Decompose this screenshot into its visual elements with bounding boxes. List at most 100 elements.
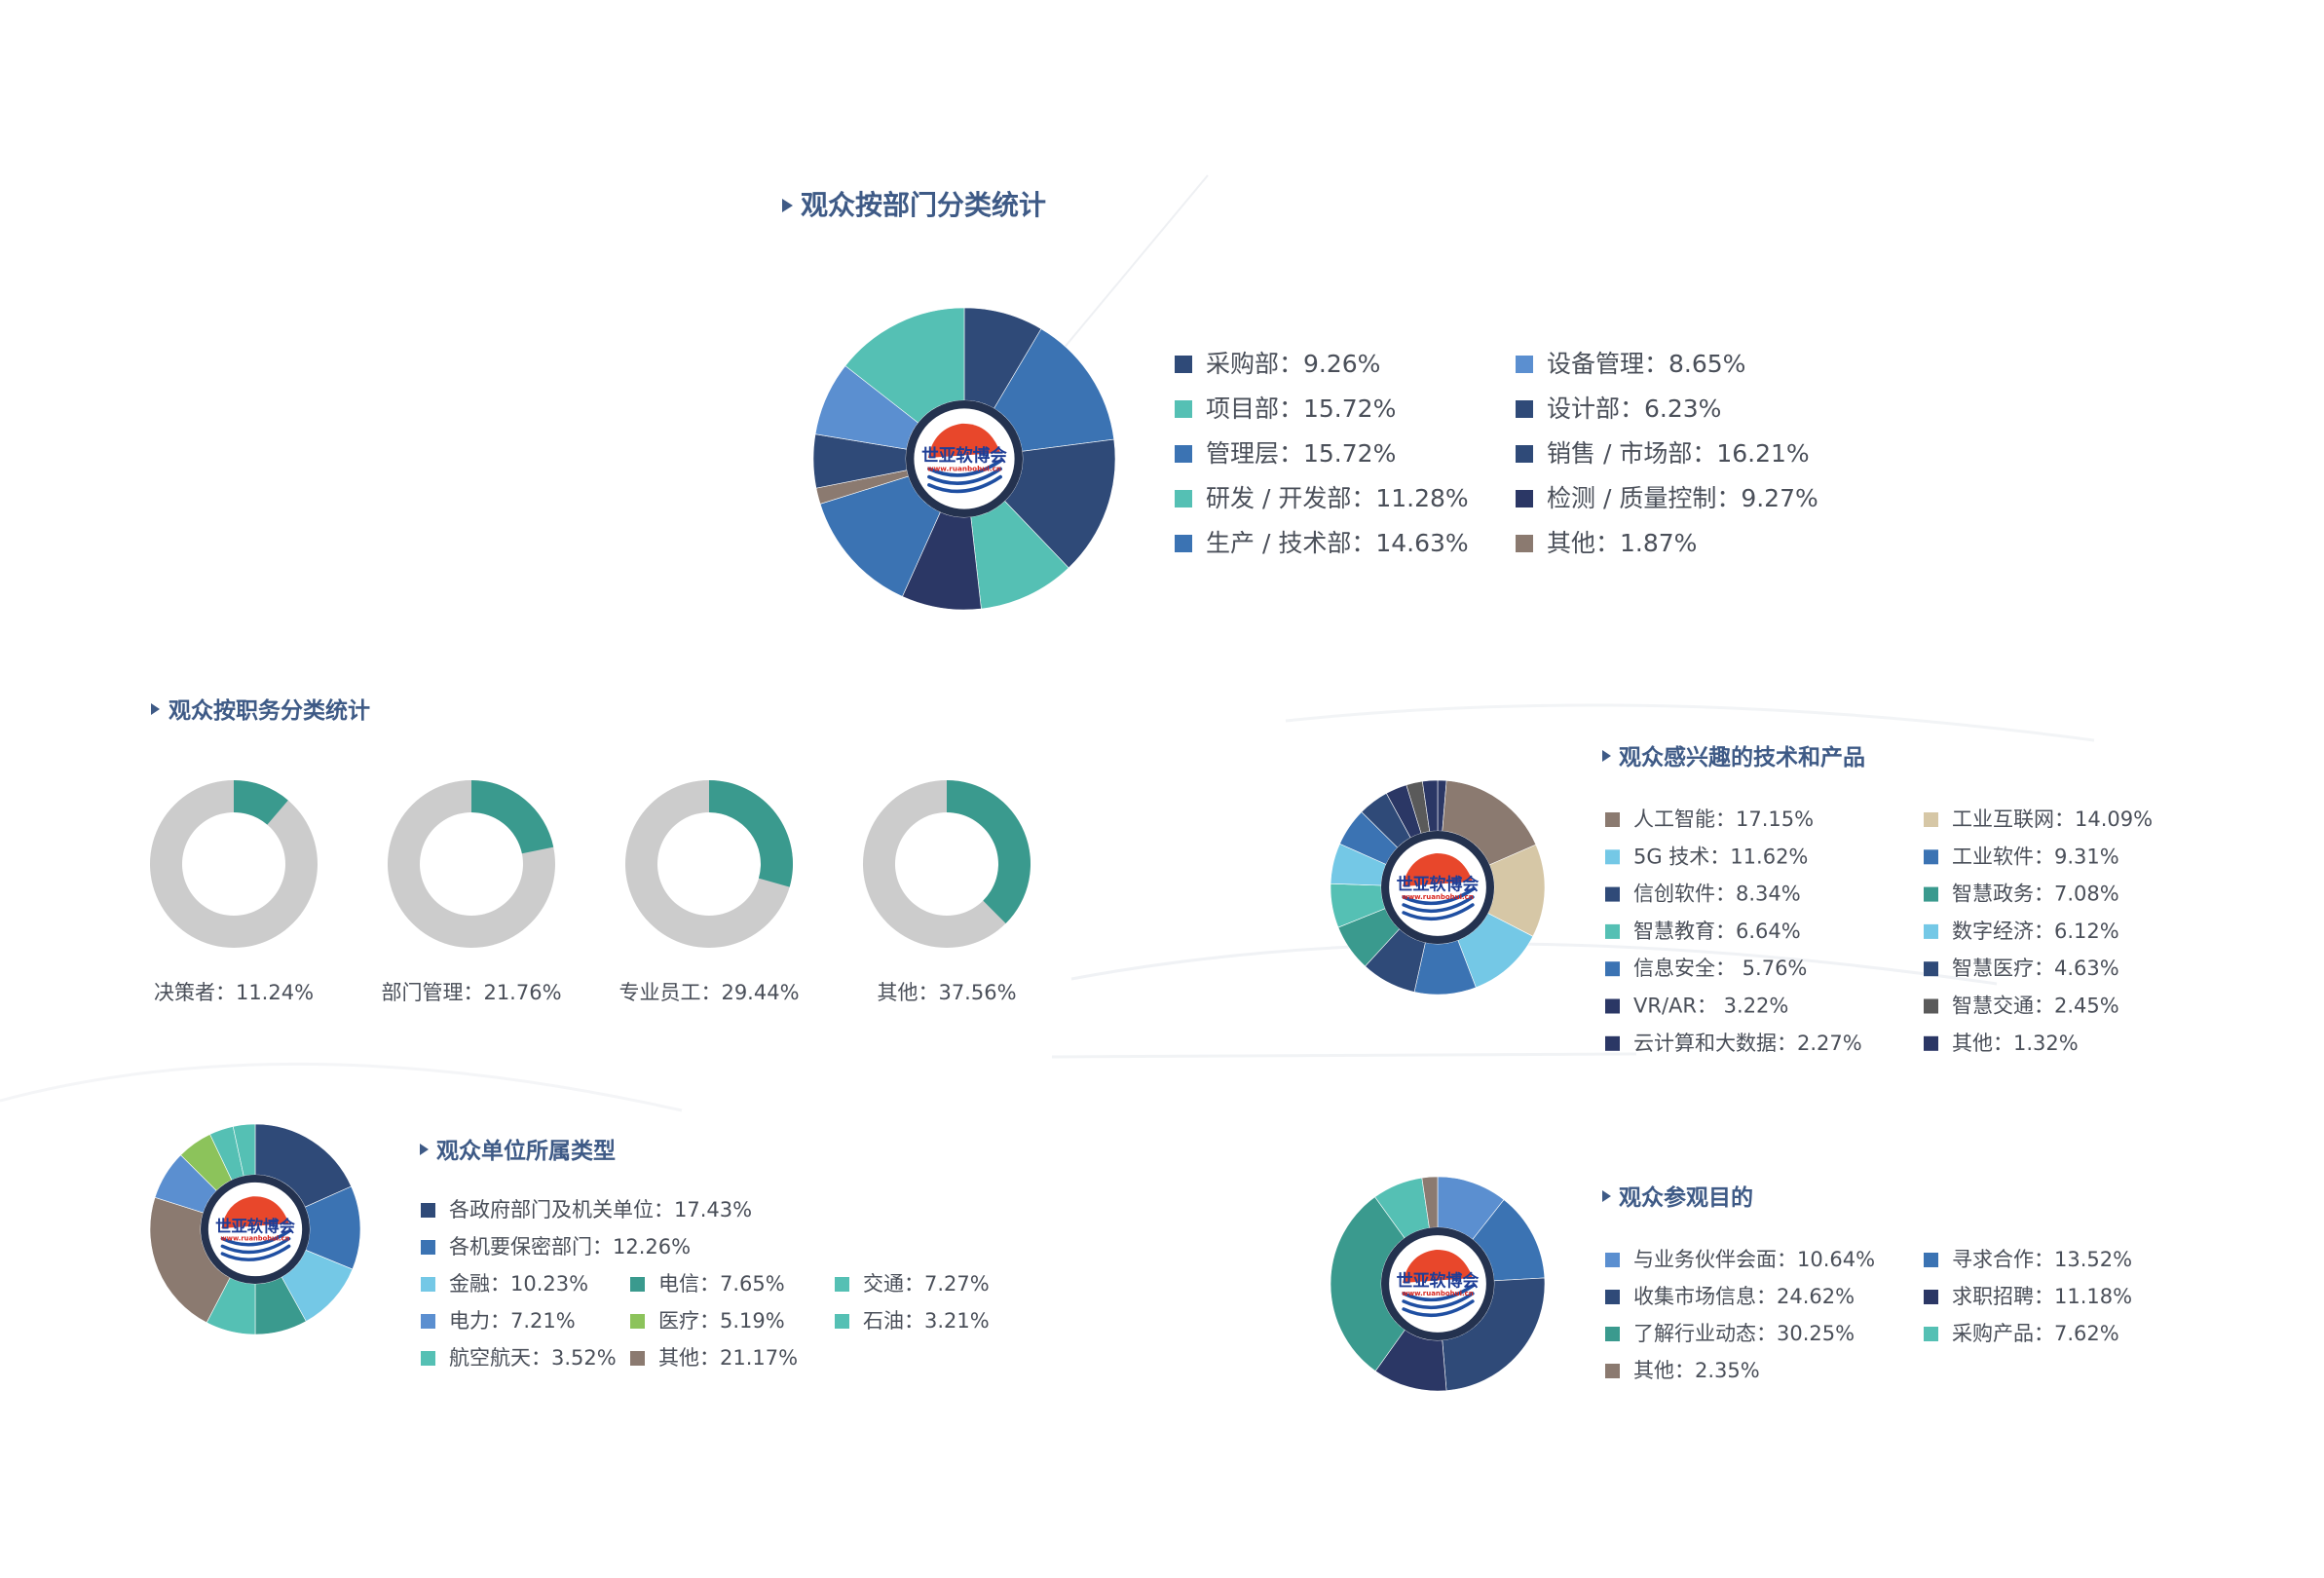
ring-value-arc	[471, 780, 554, 854]
purpose-legend: 与业务伙伴会面：10.64% 收集市场信息：24.62% 了解行业动态：30.25%…	[1605, 1248, 2132, 1382]
legend-label: 寻求合作：13.52%	[1952, 1248, 2132, 1271]
legend-label: 电信：7.65%	[658, 1272, 785, 1296]
legend-label: 管理层：15.72%	[1206, 439, 1396, 468]
legend-item-3: 管理层：15.72%	[1175, 439, 1396, 468]
legend-swatch	[421, 1314, 435, 1329]
legend-label: 与业务伙伴会面：10.64%	[1633, 1248, 1875, 1271]
legend-item-2: 5G 技术：11.62%	[1605, 845, 1808, 868]
legend-swatch	[1924, 1035, 1938, 1051]
legend-swatch	[1924, 886, 1938, 902]
title-bullet-icon	[420, 1144, 429, 1155]
brand-url-text: www.ruanbohui.cn	[1402, 1290, 1473, 1297]
legend-item-7: 云计算和大数据：2.27%	[1605, 1032, 1862, 1055]
legend-item-5: 信息安全： 5.76%	[1605, 957, 1807, 980]
legend-label: 采购产品：7.62%	[1952, 1322, 2119, 1345]
legend-swatch	[1175, 400, 1192, 418]
legend-item-7: 采购产品：7.62%	[1924, 1322, 2119, 1345]
legend-label: 各政府部门及机关单位：17.43%	[449, 1198, 752, 1221]
title-bullet-icon	[1602, 750, 1611, 762]
legend-item-6: 求职招聘：11.18%	[1924, 1285, 2132, 1308]
legend-label: 检测 / 质量控制：9.27%	[1547, 484, 1818, 512]
legend-item-8: 销售 / 市场部：16.21%	[1516, 439, 1810, 468]
legend-label: 工业软件：9.31%	[1952, 845, 2119, 868]
legend-label: 其他：1.87%	[1547, 529, 1697, 557]
legend-label: 金融：10.23%	[449, 1272, 588, 1296]
legend-item-6: VR/AR： 3.22%	[1605, 995, 1788, 1018]
legend-item-2: 收集市场信息：24.62%	[1605, 1285, 1855, 1308]
position-ring-3: 专业员工：29.44%	[618, 780, 800, 1004]
legend-item-6: 电力：7.21%	[421, 1309, 576, 1333]
legend-swatch	[1924, 812, 1938, 827]
legend-item-8: 工业互联网：14.09%	[1924, 808, 2153, 831]
legend-swatch	[1516, 400, 1533, 418]
legend-label: 收集市场信息：24.62%	[1633, 1285, 1855, 1308]
ring-label: 决策者：11.24%	[154, 981, 314, 1004]
position-ring-2: 部门管理：21.76%	[381, 780, 562, 1004]
legend-swatch	[1516, 445, 1533, 463]
legend-item-6: 设备管理：8.65%	[1516, 350, 1745, 378]
legend-label: 信息安全： 5.76%	[1633, 957, 1807, 980]
legend-item-1: 与业务伙伴会面：10.64%	[1605, 1248, 1875, 1271]
legend-item-14: 其他：1.32%	[1924, 1032, 2079, 1055]
ring-label: 专业员工：29.44%	[618, 981, 799, 1004]
brand-name-text: 世亚软博会	[1397, 1270, 1480, 1290]
legend-item-9: 检测 / 质量控制：9.27%	[1516, 484, 1818, 512]
legend-label: 设备管理：8.65%	[1547, 350, 1745, 378]
legend-label: 智慧政务：7.08%	[1952, 883, 2119, 906]
legend-label: 信创软件：8.34%	[1633, 883, 1801, 906]
legend-item-7: 设计部：6.23%	[1516, 394, 1721, 423]
legend-label: 了解行业动态：30.25%	[1633, 1322, 1855, 1345]
brand-name-text: 世亚软博会	[1397, 874, 1480, 893]
title-bullet-icon	[151, 703, 160, 715]
purpose-title: 观众参观目的	[1619, 1184, 1753, 1211]
legend-item-5: 生产 / 技术部：14.63%	[1175, 529, 1469, 557]
legend-swatch	[1605, 998, 1620, 1014]
legend-swatch	[421, 1203, 435, 1218]
legend-label: 研发 / 开发部：11.28%	[1206, 484, 1469, 512]
legend-label: 销售 / 市场部：16.21%	[1547, 439, 1810, 468]
position-rings: 决策者：11.24% 部门管理：21.76% 专业员工：29.44% 其他：37.56…	[149, 780, 1031, 1004]
department-legend: 采购部：9.26% 项目部：15.72% 管理层：15.72% 研发 / 开发部：11…	[1175, 350, 1818, 557]
ring-label: 部门管理：21.76%	[381, 981, 561, 1004]
legend-label: 工业互联网：14.09%	[1952, 808, 2153, 831]
legend-item-1: 人工智能：17.15%	[1605, 808, 1814, 831]
brand-name-text: 世亚软博会	[921, 446, 1007, 467]
legend-item-4: 智慧教育：6.64%	[1605, 920, 1801, 943]
legend-swatch	[1605, 1290, 1620, 1304]
legend-item-2: 各机要保密部门：12.26%	[421, 1235, 691, 1259]
legend-swatch	[1605, 1035, 1620, 1051]
ring-value-arc	[947, 780, 1031, 924]
legend-swatch	[1175, 445, 1192, 463]
legend-swatch	[421, 1351, 435, 1366]
legend-item-1: 采购部：9.26%	[1175, 350, 1380, 378]
ring-value-arc	[234, 780, 288, 825]
legend-label: 其他：1.32%	[1952, 1032, 2079, 1055]
legend-item-8: 石油：3.21%	[835, 1309, 990, 1333]
legend-swatch	[1605, 923, 1620, 939]
legend-label: 项目部：15.72%	[1206, 394, 1396, 423]
legend-swatch	[1924, 923, 1938, 939]
legend-swatch	[1175, 356, 1192, 373]
legend-swatch	[1924, 1253, 1938, 1267]
position-title: 观众按职务分类统计	[169, 697, 370, 724]
legend-label: 设计部：6.23%	[1547, 394, 1721, 423]
legend-swatch	[1516, 535, 1533, 552]
legend-label: 数字经济：6.12%	[1952, 920, 2119, 943]
legend-swatch	[630, 1351, 645, 1366]
legend-swatch	[1605, 886, 1620, 902]
legend-item-10: 其他：21.17%	[630, 1346, 798, 1370]
legend-swatch	[1924, 961, 1938, 977]
brand-url-text: www.ruanbohui.cn	[1402, 893, 1473, 901]
legend-swatch	[1605, 961, 1620, 977]
